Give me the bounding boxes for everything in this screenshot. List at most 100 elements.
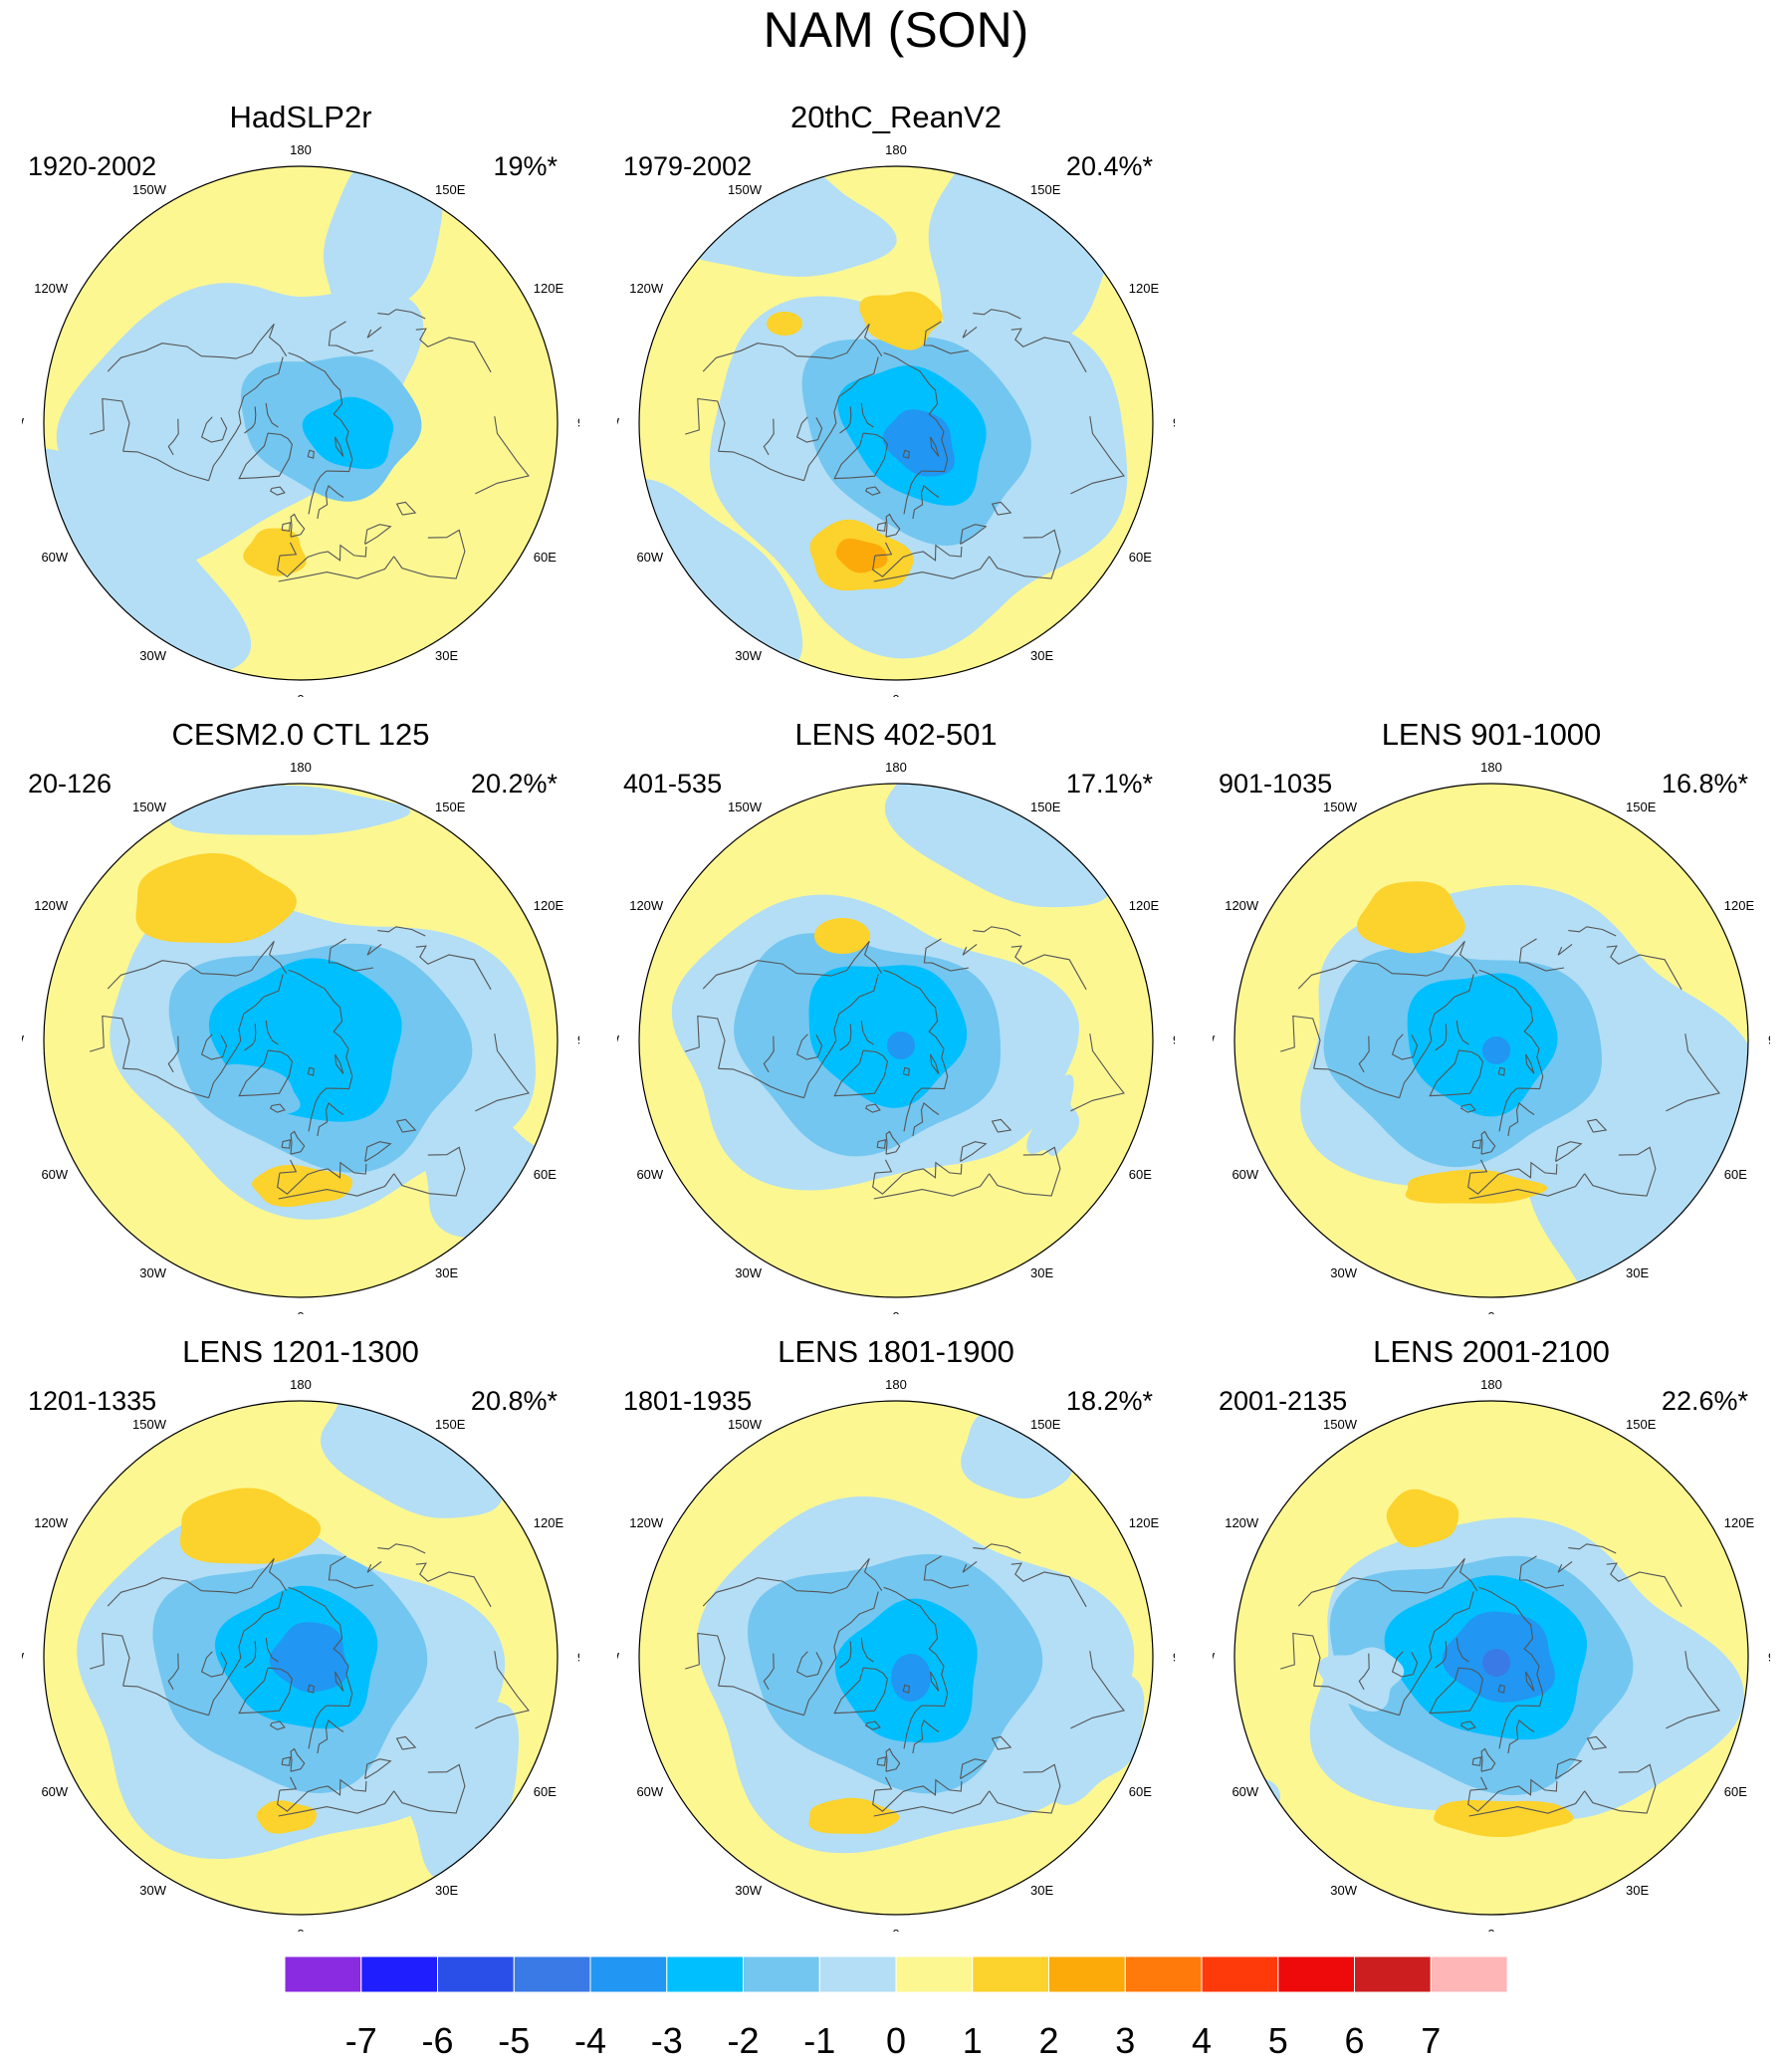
coastline — [1429, 1049, 1483, 1097]
coastline — [366, 943, 382, 956]
coastline — [1280, 1015, 1321, 1069]
coastline — [1586, 1118, 1608, 1133]
coastline — [1358, 1035, 1370, 1073]
panel-title: 20thC_ReanV2 — [790, 100, 1002, 134]
longitude-label: 90W — [1213, 1032, 1216, 1047]
contour-region — [884, 784, 1112, 908]
longitude-label: 60E — [1724, 1167, 1747, 1182]
longitude-label: 150W — [132, 1417, 167, 1432]
coastline — [208, 356, 284, 481]
longitude-label: 60W — [636, 550, 663, 565]
coastline — [803, 974, 879, 1098]
map-panel-lens-2001-2100: LENS 2001-2100 2001-2135 22.6%* 180 150E 1… — [1213, 1334, 1770, 1932]
longitude-label: 90W — [22, 415, 25, 430]
contour-field — [44, 1401, 558, 1915]
coastline — [1435, 1024, 1448, 1051]
coastline — [1507, 1718, 1535, 1754]
longitude-label: 90W — [22, 1650, 25, 1665]
coastline — [281, 1756, 292, 1766]
coastline — [863, 1558, 883, 1591]
coastline — [393, 1763, 466, 1814]
coastline — [281, 522, 292, 532]
colorbar-tick-label: -5 — [498, 2020, 531, 2061]
longitude-label: 0 — [892, 1927, 899, 1932]
longitude-label: 30E — [435, 1883, 458, 1898]
coastline — [90, 397, 130, 452]
coastline — [208, 1591, 284, 1716]
coastline — [1555, 1758, 1583, 1779]
coastline — [903, 1705, 922, 1749]
coastline — [1458, 941, 1478, 974]
coastline — [803, 1591, 879, 1716]
contour-region — [767, 312, 802, 336]
coastline — [244, 1641, 257, 1669]
panel-years: 1920-2002 — [28, 151, 157, 181]
coastline — [328, 321, 374, 354]
coastline — [317, 484, 344, 520]
longitude-label: 150E — [1030, 182, 1061, 197]
longitude-label: 120W — [629, 281, 664, 296]
coastline — [290, 513, 306, 538]
coastline — [989, 529, 1061, 579]
coastline — [288, 351, 353, 473]
coastline — [1584, 1763, 1657, 1814]
longitude-label: 150W — [728, 800, 763, 814]
longitude-label: 90E — [577, 1650, 579, 1665]
longitude-label: 150E — [435, 1417, 466, 1432]
coastline — [903, 1087, 922, 1132]
coastline — [962, 326, 978, 339]
panel-years: 1801-1935 — [623, 1386, 753, 1416]
contour-region — [1357, 881, 1465, 954]
contour-region — [252, 1164, 353, 1208]
colorbar-swatch — [1201, 1956, 1279, 1992]
coastline — [872, 1778, 963, 1812]
longitude-label: 30W — [1330, 1883, 1357, 1898]
coastline — [902, 1066, 910, 1076]
longitude-label: 60E — [1129, 550, 1152, 565]
longitude-label: 60W — [41, 1167, 68, 1182]
coastline — [872, 544, 963, 577]
longitude-label: 120E — [1129, 898, 1160, 913]
coastline — [839, 1024, 852, 1051]
coastline — [307, 1684, 315, 1694]
coastline — [1459, 1103, 1476, 1113]
colorbar-swatch — [589, 1956, 668, 1992]
coastline — [1518, 1555, 1565, 1589]
coastline — [860, 1020, 874, 1045]
coastline — [1435, 1641, 1448, 1669]
longitude-label: 60W — [41, 550, 68, 565]
longitude-label: 120E — [534, 1515, 564, 1530]
panel-variance-percent: 20.2%* — [470, 769, 558, 799]
longitude-label: 60E — [1129, 1784, 1152, 1799]
map-panel-lens-1201-1300: LENS 1201-1300 1201-1335 20.8%* 180 150E 1… — [22, 1334, 579, 1932]
coastline — [364, 524, 392, 545]
map-boundary — [638, 1400, 1154, 1916]
panel-variance-percent: 16.8%* — [1661, 769, 1748, 799]
coastline — [973, 1543, 1021, 1554]
longitude-label: 60W — [636, 1167, 663, 1182]
coastline — [377, 1543, 426, 1554]
longitude-label: 120W — [1225, 898, 1259, 913]
coastline — [328, 938, 374, 972]
coastline — [268, 1558, 288, 1591]
panel-years: 20-126 — [28, 769, 112, 799]
coastline — [1399, 1591, 1474, 1716]
longitude-label: 180 — [1480, 762, 1502, 775]
coastline — [718, 1685, 804, 1717]
coastline — [1568, 926, 1617, 937]
coastline — [702, 1577, 797, 1607]
coastline — [265, 1637, 279, 1663]
coastline — [277, 1778, 367, 1812]
coastline — [1468, 1173, 1586, 1200]
coastline — [364, 1758, 392, 1779]
coastline — [873, 1173, 991, 1200]
coastline — [307, 449, 315, 459]
longitude-label: 180 — [1480, 1379, 1502, 1392]
colorbar-tick-label: 6 — [1344, 2020, 1365, 2061]
coastline — [335, 1671, 344, 1692]
coastline — [277, 544, 367, 577]
coastline — [1467, 1161, 1558, 1195]
longitude-label: 30W — [139, 1265, 166, 1280]
coastline — [796, 940, 870, 977]
longitude-label: 90W — [617, 415, 620, 430]
